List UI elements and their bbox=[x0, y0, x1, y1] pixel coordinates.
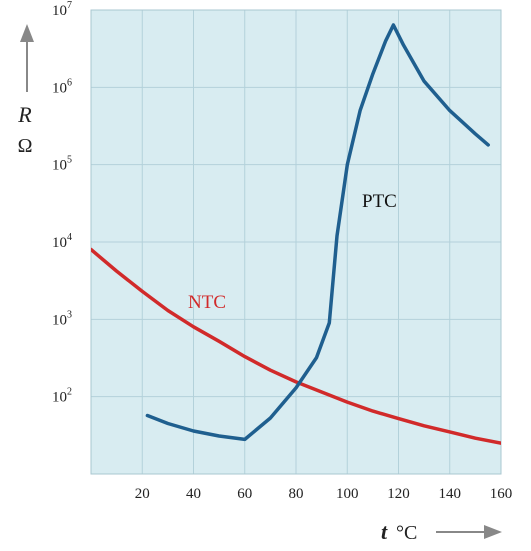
x-tick-label: 20 bbox=[135, 486, 150, 502]
ntc-annotation: NTC bbox=[188, 292, 226, 313]
x-tick-label: 160 bbox=[490, 486, 513, 502]
x-tick-label: 40 bbox=[186, 486, 201, 502]
x-axis-label: t bbox=[381, 519, 388, 544]
x-tick-label: 120 bbox=[387, 486, 410, 502]
ptc-annotation: PTC bbox=[362, 191, 397, 212]
y-tick-label: 102 bbox=[52, 387, 72, 406]
x-tick-label: 100 bbox=[336, 486, 359, 502]
y-axis-arrow-icon bbox=[20, 24, 34, 42]
x-axis-unit: °C bbox=[396, 522, 417, 544]
y-axis-ticks: 102 103 104 105 106 107 bbox=[52, 0, 72, 406]
y-tick-label: 103 bbox=[52, 309, 72, 328]
y-tick-label: 104 bbox=[52, 232, 72, 251]
x-axis-title: t °C bbox=[381, 519, 502, 544]
y-axis-unit: Ω bbox=[18, 135, 33, 157]
y-tick-label: 105 bbox=[52, 155, 72, 174]
x-axis-arrow-icon bbox=[484, 525, 502, 539]
y-axis-title: R Ω bbox=[17, 24, 34, 157]
x-tick-label: 60 bbox=[237, 486, 252, 502]
y-tick-label: 107 bbox=[52, 0, 72, 19]
x-tick-label: 140 bbox=[439, 486, 462, 502]
x-axis-ticks: 20 40 60 80 100 120 140 160 bbox=[135, 486, 513, 502]
y-tick-label: 106 bbox=[52, 77, 72, 96]
x-tick-label: 80 bbox=[289, 486, 304, 502]
y-axis-label: R bbox=[17, 102, 32, 127]
